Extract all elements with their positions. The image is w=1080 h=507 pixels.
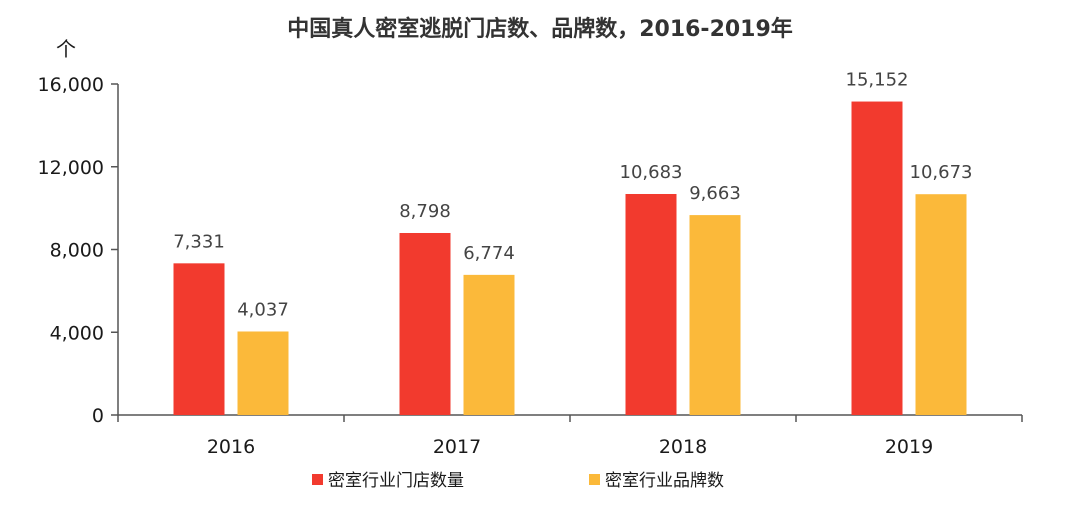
x-tick-label: 2019 [885, 436, 933, 458]
x-axis-ticks: 2016 2017 2018 2019 [117, 415, 1023, 458]
bar [851, 101, 903, 415]
data-label: 4,037 [237, 299, 289, 320]
data-label: 10,683 [620, 162, 683, 183]
x-tick-label: 2017 [433, 436, 481, 458]
data-label: 15,152 [846, 70, 909, 91]
bar [689, 215, 741, 415]
x-tick-label: 2016 [207, 436, 255, 458]
bar [237, 331, 289, 415]
data-labels-group: 7,331 4,037 8,798 6,774 10,683 9,663 15,152 10,… [173, 70, 972, 321]
data-label: 7,331 [173, 231, 225, 252]
legend-swatch [589, 474, 600, 485]
bar [915, 194, 967, 415]
legend-swatch [312, 474, 323, 485]
bar [173, 263, 225, 415]
y-tick-label: 12,000 [38, 157, 104, 179]
chart-title: 中国真人密室逃脱门店数、品牌数，2016-2019年 [287, 16, 793, 42]
bar [399, 232, 451, 415]
legend-label: 密室行业门店数量 [328, 471, 464, 491]
y-axis-ticks: 0 4,000 8,000 12,000 16,000 [38, 74, 118, 427]
y-tick-label: 8,000 [50, 240, 104, 262]
bar [625, 193, 677, 415]
y-tick-label: 0 [92, 405, 104, 427]
chart-legend: 密室行业门店数量 密室行业品牌数 [312, 471, 724, 491]
y-tick-label: 4,000 [50, 322, 104, 344]
data-label: 8,798 [399, 201, 451, 222]
legend-label: 密室行业品牌数 [605, 471, 724, 491]
data-label: 9,663 [689, 183, 741, 204]
data-label: 10,673 [910, 162, 973, 183]
x-tick-label: 2018 [659, 436, 707, 458]
data-label: 6,774 [463, 243, 515, 264]
bar-series-group [173, 101, 967, 415]
y-tick-label: 16,000 [38, 74, 104, 96]
bar [463, 274, 515, 415]
y-axis-unit-label: 个 [56, 37, 76, 61]
